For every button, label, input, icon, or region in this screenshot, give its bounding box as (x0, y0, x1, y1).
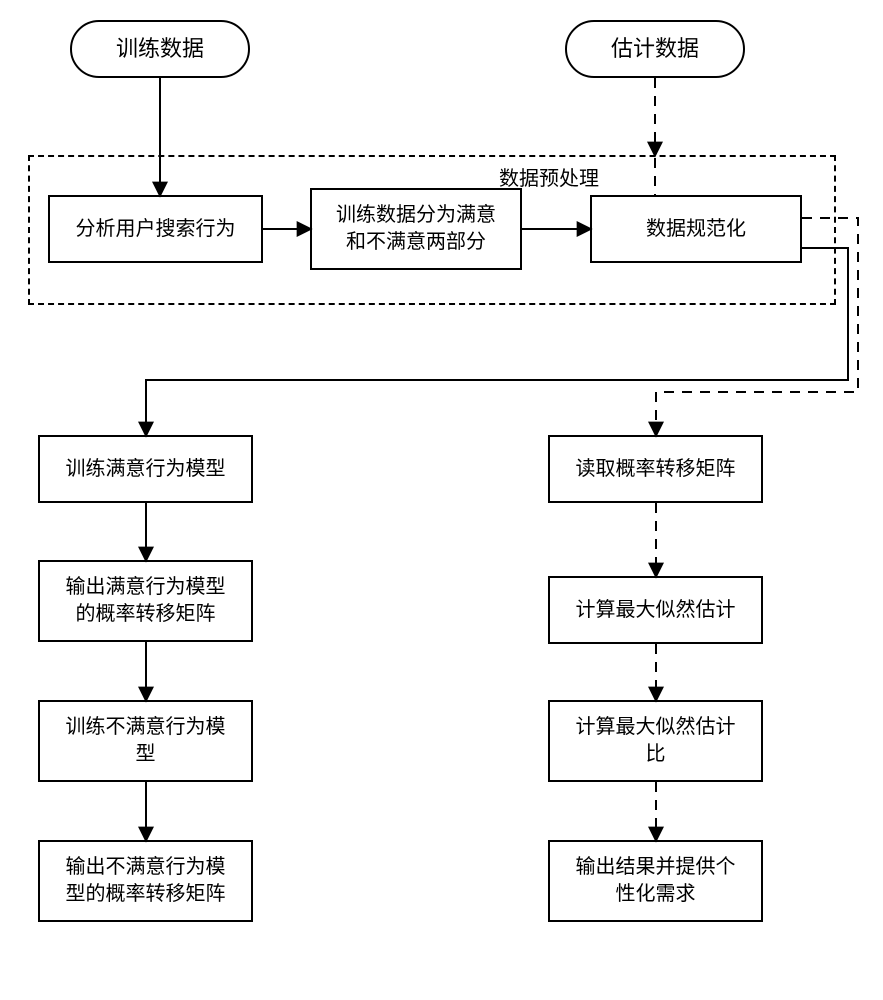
node-label: 训练数据分为满意和不满意两部分 (336, 202, 496, 256)
node-analyze: 分析用户搜索行为 (48, 195, 263, 263)
node-label: 估计数据 (611, 34, 699, 64)
node-label: 分析用户搜索行为 (76, 216, 236, 243)
node-label: 输出结果并提供个性化需求 (576, 854, 736, 908)
node-train-unsat: 训练不满意行为模型 (38, 700, 253, 782)
node-out-unsat: 输出不满意行为模型的概率转移矩阵 (38, 840, 253, 922)
node-calc-mle: 计算最大似然估计 (548, 576, 763, 644)
preprocess-label: 数据预处理 (495, 162, 603, 191)
node-train-data: 训练数据 (70, 20, 250, 78)
node-label: 训练数据 (116, 34, 204, 64)
node-output: 输出结果并提供个性化需求 (548, 840, 763, 922)
node-read-matrix: 读取概率转移矩阵 (548, 435, 763, 503)
node-label: 读取概率转移矩阵 (576, 456, 736, 483)
node-normalize: 数据规范化 (590, 195, 802, 263)
node-label: 训练满意行为模型 (66, 456, 226, 483)
node-out-sat: 输出满意行为模型的概率转移矩阵 (38, 560, 253, 642)
node-label: 输出满意行为模型的概率转移矩阵 (66, 574, 226, 628)
node-est-data: 估计数据 (565, 20, 745, 78)
node-label: 数据规范化 (646, 216, 746, 243)
node-label: 训练不满意行为模型 (66, 714, 226, 768)
node-label: 输出不满意行为模型的概率转移矩阵 (66, 854, 226, 908)
node-split: 训练数据分为满意和不满意两部分 (310, 188, 522, 270)
node-label: 计算最大似然估计比 (576, 714, 736, 768)
node-calc-ratio: 计算最大似然估计比 (548, 700, 763, 782)
node-label: 计算最大似然估计 (576, 597, 736, 624)
node-train-sat: 训练满意行为模型 (38, 435, 253, 503)
